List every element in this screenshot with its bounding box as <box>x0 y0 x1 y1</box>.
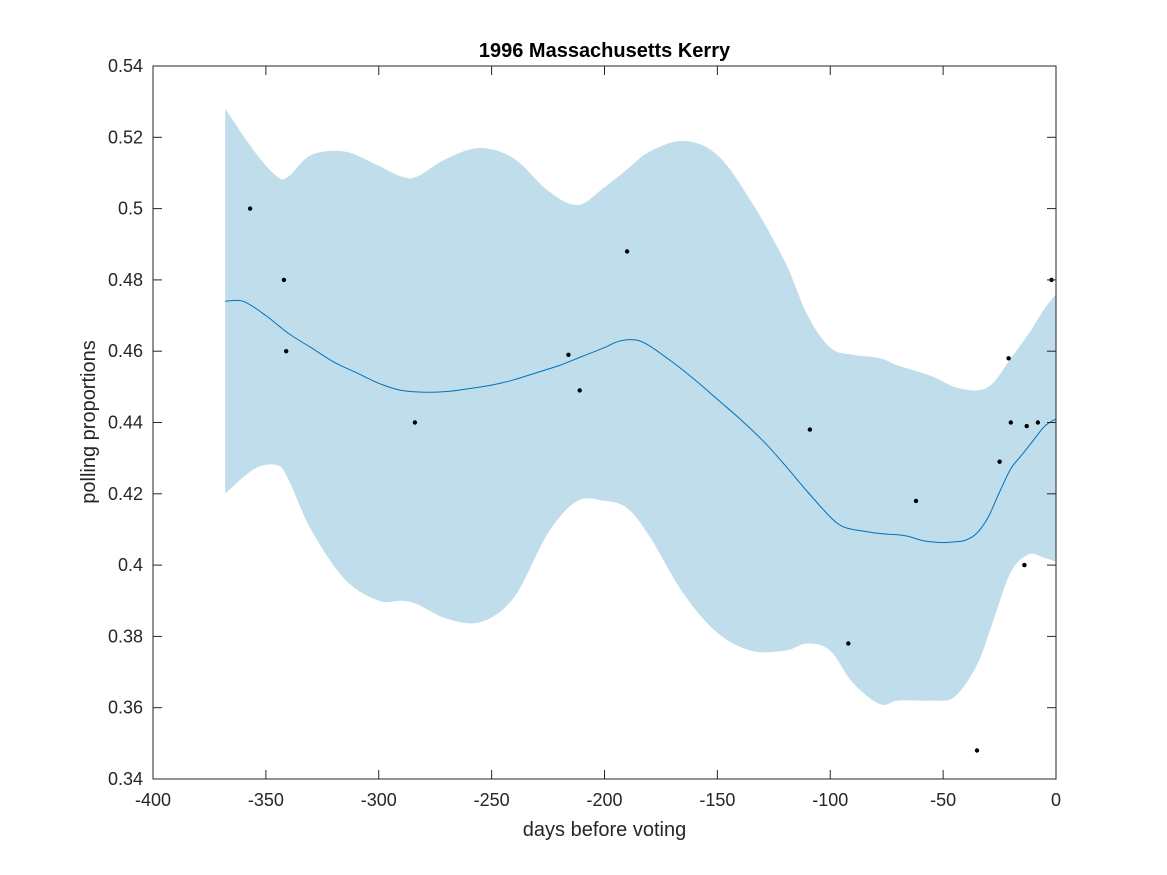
y-tick-label: 0.34 <box>108 769 143 789</box>
data-point <box>247 206 253 211</box>
y-tick-label: 0.52 <box>108 127 143 147</box>
mean-line <box>225 299 1057 544</box>
y-tick-label: 0.38 <box>108 626 143 646</box>
y-tick-labels: 0.34 0.36 0.38 0.4 0.42 0.44 0.46 0.48 0.5 0.52 0.… <box>108 56 143 789</box>
x-tick-label: -250 <box>474 790 510 810</box>
data-point <box>974 748 980 753</box>
y-axis-label: polling proportions <box>78 340 100 503</box>
y-tick-label: 0.46 <box>108 341 143 361</box>
data-point <box>577 388 582 393</box>
data-point <box>284 349 289 354</box>
data-point <box>1006 356 1011 361</box>
x-tick-label: 0 <box>1051 790 1061 810</box>
y-tick-label: 0.5 <box>118 199 143 219</box>
chart-title: 1996 Massachusetts Kerry <box>479 40 731 62</box>
data-point <box>281 277 287 283</box>
data-point <box>624 249 630 254</box>
axis-ticks <box>152 65 1057 780</box>
data-point <box>1035 420 1041 425</box>
y-tick-label: 0.48 <box>108 270 143 290</box>
data-point <box>997 459 1002 464</box>
plot-area <box>225 108 1057 753</box>
x-tick-label: -400 <box>135 790 171 810</box>
data-point <box>566 352 571 357</box>
x-tick-label: -300 <box>361 790 397 810</box>
data-point <box>412 420 418 425</box>
x-tick-labels: -400 -350 -300 -250 -200 -150 -100 -50 0 <box>135 790 1061 810</box>
data-point <box>1008 420 1013 425</box>
data-point <box>913 498 919 504</box>
x-axis-label: days before voting <box>523 819 686 841</box>
x-tick-label: -200 <box>586 790 622 810</box>
y-tick-label: 0.54 <box>108 56 143 76</box>
y-tick-label: 0.4 <box>118 555 143 575</box>
y-tick-label: 0.42 <box>108 484 143 504</box>
x-tick-label: -150 <box>699 790 735 810</box>
x-tick-label: -50 <box>930 790 956 810</box>
x-tick-label: -350 <box>248 790 284 810</box>
data-point <box>1024 423 1029 429</box>
data-points <box>247 206 1054 753</box>
data-point <box>846 641 851 646</box>
data-point <box>1022 562 1027 568</box>
confidence-band <box>225 108 1056 705</box>
y-tick-label: 0.36 <box>108 698 143 718</box>
x-tick-label: -100 <box>812 790 848 810</box>
data-point <box>807 427 813 432</box>
y-tick-label: 0.44 <box>108 413 143 433</box>
